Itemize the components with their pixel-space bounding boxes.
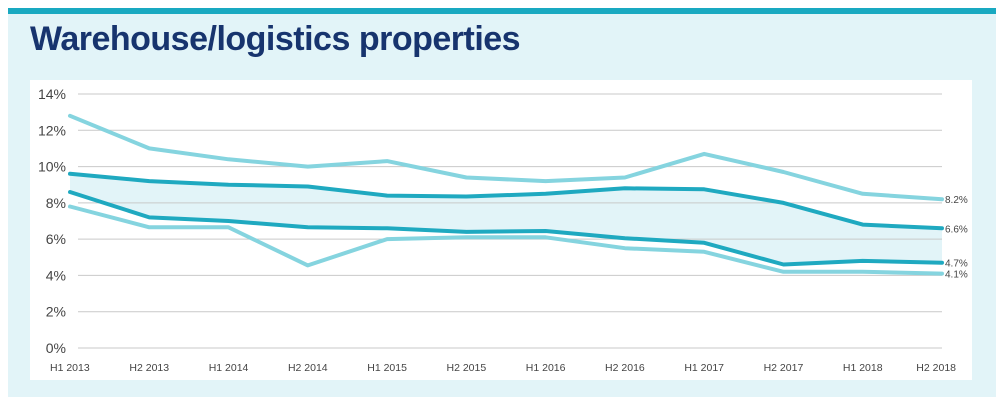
x-tick-label: H1 2013 — [50, 362, 90, 374]
x-tick-label: H2 2013 — [129, 362, 169, 374]
x-tick-label: H2 2016 — [605, 362, 645, 374]
x-tick-label: H2 2015 — [447, 362, 487, 374]
x-tick-label: H1 2015 — [367, 362, 407, 374]
end-value-label: 8.2% — [945, 195, 968, 206]
y-tick-label: 6% — [46, 231, 66, 247]
y-tick-label: 4% — [46, 267, 66, 283]
end-value-label: 4.7% — [945, 259, 968, 270]
end-value-label: 4.1% — [945, 270, 968, 281]
x-tick-label: H2 2018 — [916, 362, 956, 374]
x-tick-label: H2 2017 — [764, 362, 804, 374]
y-tick-label: 2% — [46, 304, 66, 320]
y-tick-label: 10% — [38, 159, 66, 175]
x-tick-label: H1 2017 — [684, 362, 724, 374]
y-tick-label: 14% — [38, 86, 66, 102]
end-value-label: 6.6% — [945, 224, 968, 235]
accent-top-bar — [8, 8, 996, 14]
x-tick-label: H1 2014 — [209, 362, 249, 374]
x-tick-label: H1 2018 — [843, 362, 883, 374]
series-line-1 — [68, 113, 944, 202]
series-line-2 — [68, 171, 944, 231]
y-tick-label: 12% — [38, 122, 66, 138]
x-tick-label: H2 2014 — [288, 362, 328, 374]
series-line-3 — [68, 190, 944, 267]
range-band — [70, 173, 942, 265]
y-tick-label: 8% — [46, 195, 66, 211]
series-line-4 — [68, 204, 944, 276]
y-tick-label: 0% — [46, 340, 66, 356]
line-chart: 0% 2% 4% 6% 8% 10% 12% 14% H1 2013 H2 2013 H1 2014… — [38, 86, 968, 374]
x-tick-label: H1 2016 — [526, 362, 566, 374]
chart-area: 0% 2% 4% 6% 8% 10% 12% 14% H1 2013 H2 2013 H1 2014… — [30, 80, 972, 380]
chart-title: Warehouse/logistics properties — [30, 20, 521, 58]
